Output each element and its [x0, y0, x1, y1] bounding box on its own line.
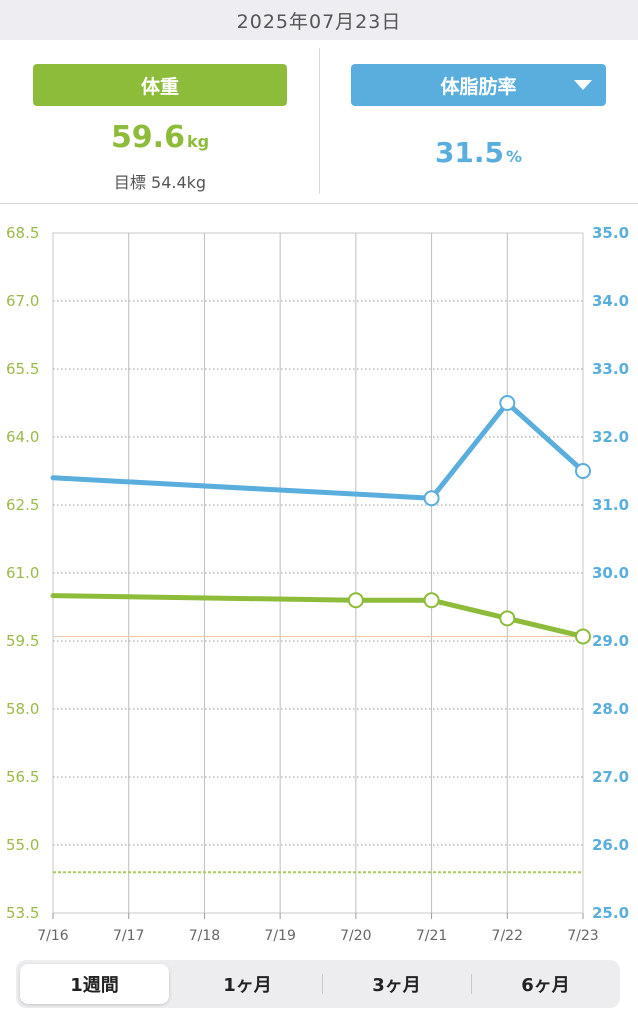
- y-left-tick-label: 65.5: [6, 360, 39, 378]
- body-fat-number: 31.5: [434, 136, 505, 169]
- x-tick-label: 7/18: [189, 928, 220, 944]
- summary-divider: [319, 48, 320, 194]
- y-right-tick-label: 33.0: [592, 360, 629, 378]
- weight-unit: kg: [186, 132, 210, 151]
- y-left-tick-label: 62.5: [6, 496, 39, 514]
- date-label: 2025年07月23日: [236, 10, 402, 33]
- weight-label: 体重: [140, 75, 179, 98]
- body-fat-unit: %: [506, 147, 523, 166]
- body-fat-data-point: [575, 463, 591, 479]
- x-tick-label: 7/19: [264, 928, 295, 944]
- weight-data-point: [575, 628, 591, 645]
- weight-button[interactable]: 体重: [33, 64, 287, 106]
- y-left-tick-label: 68.5: [6, 224, 39, 242]
- x-tick-label: 7/16: [37, 928, 69, 944]
- y-left-tick-label: 56.5: [6, 768, 39, 786]
- trend-chart[interactable]: 68.5 35.0 67.0 34.0 65.5 33.0 64.0 32.0 62.5 31.0…: [0, 204, 638, 954]
- y-right-tick-label: 27.0: [592, 768, 629, 786]
- y-left-tick-label: 67.0: [6, 292, 39, 310]
- y-left-tick-label: 61.0: [6, 564, 39, 582]
- weight-number: 59.6: [110, 120, 185, 155]
- weight-data-point: [347, 592, 364, 609]
- period-tabs: 1週間 1ヶ月 3ヶ月 6ヶ月: [16, 960, 620, 1008]
- y-right-tick-label: 28.0: [592, 700, 629, 718]
- y-left-tick-label: 64.0: [6, 428, 39, 446]
- tab-6-months[interactable]: 6ヶ月: [471, 964, 620, 1004]
- y-right-tick-label: 34.0: [592, 292, 629, 310]
- chevron-down-icon: [574, 80, 592, 90]
- y-right-tick-label: 31.0: [592, 496, 629, 514]
- y-right-tick-label: 26.0: [592, 836, 629, 854]
- y-right-tick-label: 30.0: [592, 564, 629, 582]
- x-tick-label: 7/22: [492, 928, 523, 944]
- y-right-tick-label: 32.0: [592, 428, 629, 446]
- x-tick-label: 7/21: [416, 928, 447, 944]
- tab-1-week[interactable]: 1週間: [20, 964, 169, 1004]
- body-fat-value: 31.5 %: [351, 136, 606, 169]
- x-tick-label: 7/20: [340, 928, 371, 944]
- y-right-tick-label: 35.0: [592, 224, 629, 242]
- weight-data-point: [423, 592, 440, 609]
- y-left-tick-label: 59.5: [6, 632, 39, 650]
- tab-1-month[interactable]: 1ヶ月: [223, 975, 272, 996]
- y-left-tick-label: 58.0: [6, 700, 39, 718]
- body-fat-dropdown[interactable]: 体脂肪率: [351, 64, 606, 106]
- y-right-tick-label: 29.0: [592, 632, 629, 650]
- x-tick-label: 7/23: [567, 928, 598, 944]
- body-fat-data-point: [499, 395, 516, 411]
- weight-value: 59.6 kg: [33, 120, 287, 155]
- y-right-tick-label: 25.0: [592, 904, 629, 922]
- weight-goal: 目標 54.4kg: [113, 173, 207, 192]
- body-fat-series-line: [50, 400, 586, 501]
- date-header: 2025年07月23日: [0, 0, 638, 40]
- x-tick-label: 7/17: [113, 928, 144, 944]
- tab-3-months[interactable]: 3ヶ月: [322, 964, 471, 1004]
- y-left-tick-label: 53.5: [6, 904, 39, 922]
- weight-data-point: [499, 610, 516, 627]
- body-fat-label: 体脂肪率: [440, 75, 517, 98]
- y-left-tick-label: 55.0: [6, 836, 39, 854]
- body-fat-data-point: [423, 490, 440, 507]
